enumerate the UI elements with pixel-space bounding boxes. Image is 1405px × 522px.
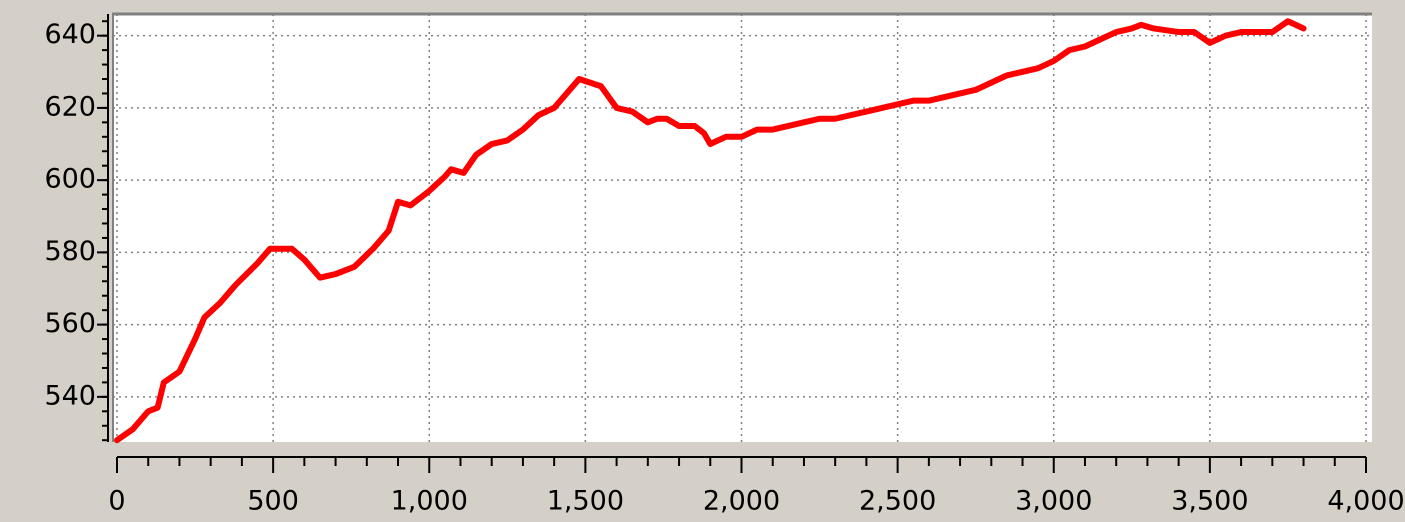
x-tick-label: 3,000: [1015, 486, 1092, 517]
x-tick-label: 1,000: [391, 486, 468, 517]
x-tick-label: 3,500: [1171, 486, 1248, 517]
plot-area: [113, 14, 1372, 442]
y-tick-label: 620: [44, 91, 96, 122]
y-tick-label: 600: [44, 164, 96, 195]
data-line: [114, 18, 1307, 444]
x-tick-label: 2,000: [703, 486, 780, 517]
x-tick-label: 1,500: [547, 486, 624, 517]
y-tick-label: 560: [44, 308, 96, 339]
y-tick-label: 580: [44, 236, 96, 267]
x-tick-label: 0: [108, 486, 125, 517]
x-tick-label: 500: [247, 486, 299, 517]
x-tick-label: 2,500: [859, 486, 936, 517]
y-tick-label: 540: [44, 380, 96, 411]
y-tick-label: 640: [44, 19, 96, 50]
x-tick-label: 4,000: [1327, 486, 1404, 517]
